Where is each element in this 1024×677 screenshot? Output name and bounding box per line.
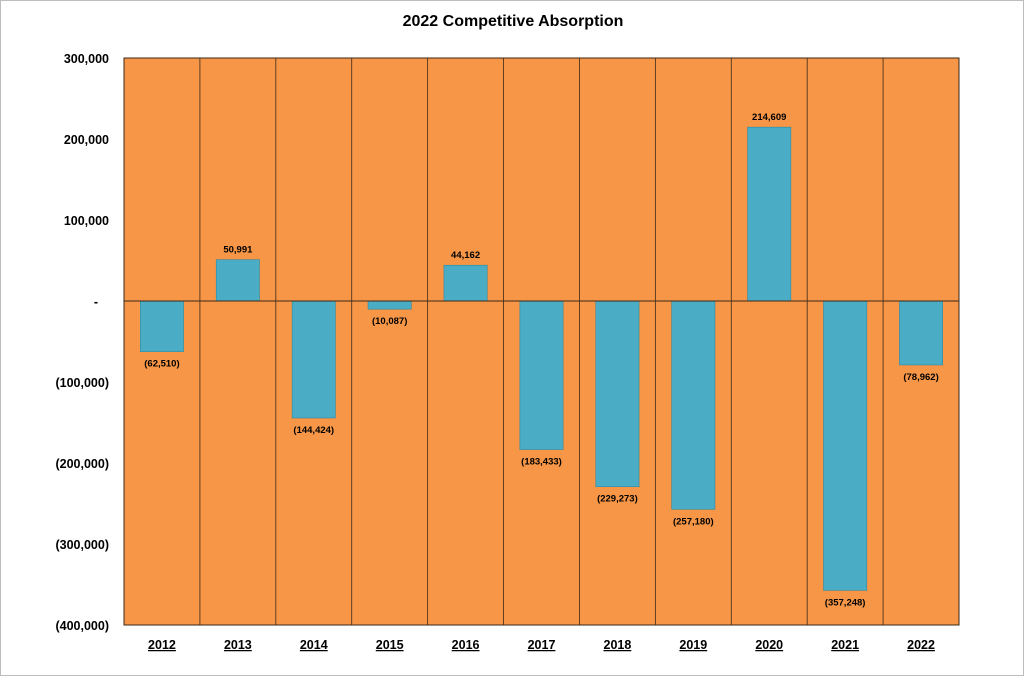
x-axis-ticks: 2012 2013 2014 2015 2016 2017 2018 2019 2020 2021…	[148, 638, 935, 652]
data-label-2019: (257,180)	[673, 516, 714, 527]
y-axis-ticks: 300,000 200,000 100,000 - (100,000) (200,000)…	[55, 52, 109, 633]
data-label-2013: 50,991	[223, 245, 253, 256]
data-label-2020: 214,609	[752, 112, 786, 123]
x-tick-label-2020: 2020	[755, 638, 783, 652]
data-label-2022: (78,962)	[903, 372, 938, 383]
y-tick-label: (100,000)	[55, 376, 109, 390]
x-tick-label-2021: 2021	[831, 638, 859, 652]
category-gridlines	[199, 58, 884, 625]
x-tick-label-2018: 2018	[604, 638, 632, 652]
bar-2022	[899, 300, 943, 366]
bar-2013	[215, 259, 260, 302]
y-tick-label: 100,000	[64, 214, 109, 228]
data-labels: (62,510) 50,991 (144,424) (10,087) 44,162 (18…	[144, 112, 938, 608]
y-tick-label: 300,000	[64, 52, 109, 66]
data-label-2021: (357,248)	[825, 597, 866, 608]
data-label-2014: (144,424)	[293, 425, 334, 436]
data-label-2018: (229,273)	[597, 494, 638, 505]
data-label-2015: (10,087)	[372, 316, 407, 327]
bar-2016	[443, 264, 488, 302]
y-tick-label: 200,000	[64, 133, 109, 147]
y-tick-label: (400,000)	[55, 619, 109, 633]
x-tick-label-2019: 2019	[679, 638, 707, 652]
data-label-2017: (183,433)	[521, 457, 562, 468]
x-tick-label-2016: 2016	[452, 638, 480, 652]
bar-2020	[747, 126, 792, 302]
x-tick-label-2013: 2013	[224, 638, 252, 652]
y-tick-label: (200,000)	[55, 457, 109, 471]
x-tick-label-2012: 2012	[148, 638, 176, 652]
x-tick-label-2015: 2015	[376, 638, 404, 652]
bar-2017	[519, 300, 564, 450]
data-label-2012: (62,510)	[144, 359, 179, 370]
x-tick-label-2017: 2017	[528, 638, 556, 652]
y-tick-label: -	[94, 295, 98, 309]
data-label-2016: 44,162	[451, 250, 480, 261]
y-tick-label: (300,000)	[55, 538, 109, 552]
bar-2019	[671, 300, 716, 510]
x-tick-label-2022: 2022	[907, 638, 935, 652]
bar-2018	[595, 300, 640, 488]
bar-2012	[140, 300, 184, 352]
bar-2021	[823, 300, 868, 591]
x-tick-label-2014: 2014	[300, 638, 328, 652]
bar-2015	[367, 300, 412, 310]
chart-title: 2022 Competitive Absorption	[403, 13, 624, 30]
bar-2014	[291, 300, 336, 419]
